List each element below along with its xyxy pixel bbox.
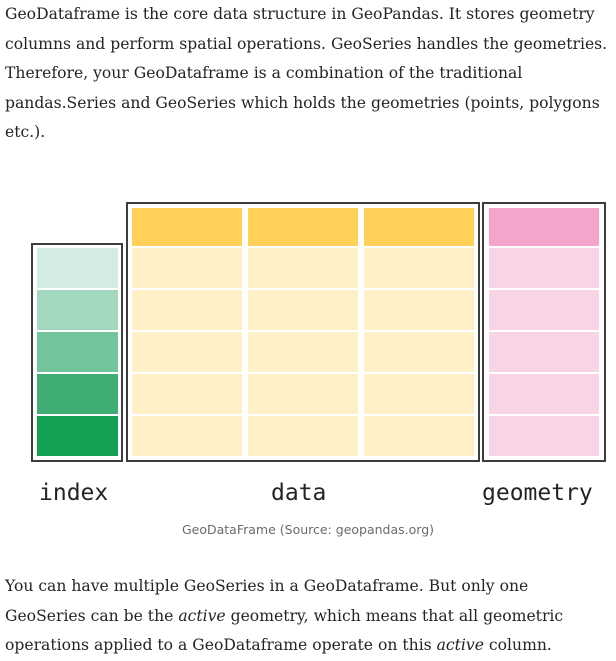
data-cell [132, 332, 242, 372]
data-header-cell [132, 208, 242, 246]
index-frame [31, 243, 123, 462]
outro-text-3: column. [483, 636, 552, 654]
data-cell [132, 290, 242, 330]
data-header-cell [248, 208, 358, 246]
outro-emphasis-1: active [178, 606, 226, 625]
data-cell [248, 290, 358, 330]
data-header-cell [364, 208, 474, 246]
data-cell [364, 416, 474, 456]
data-cells [132, 208, 474, 456]
outro-paragraph: You can have multiple GeoSeries in a Geo… [5, 572, 611, 661]
data-cell [248, 332, 358, 372]
index-cell [37, 374, 118, 414]
index-cell [37, 290, 118, 330]
data-cell [248, 248, 358, 288]
data-cell [132, 374, 242, 414]
data-frame [126, 202, 480, 462]
geometry-cells [489, 208, 599, 456]
data-cell [132, 248, 242, 288]
geometry-cell [489, 332, 599, 372]
index-cell [37, 416, 118, 456]
outro-text-1: You can have multiple GeoSeries in a Geo… [5, 577, 529, 625]
intro-paragraph: GeoDataframe is the core data structure … [5, 5, 608, 141]
data-cell [364, 248, 474, 288]
data-cell [364, 290, 474, 330]
geometry-cell [489, 374, 599, 414]
geometry-header-cell [489, 208, 599, 246]
outro-text-2: geometry, which means that all geometric… [5, 606, 564, 655]
index-label: index [39, 480, 109, 506]
data-cell [132, 416, 242, 456]
geometry-cell [489, 416, 599, 456]
index-cell [37, 248, 118, 288]
geodataframe-diagram [31, 202, 606, 462]
data-cell [248, 374, 358, 414]
data-cell [364, 332, 474, 372]
geometry-frame [482, 202, 606, 462]
data-cell [364, 374, 474, 414]
outro-emphasis-2: active [436, 636, 484, 654]
geometry-cell [489, 248, 599, 288]
index-cells [37, 248, 118, 456]
figure-caption: GeoDataFrame (Source: geopandas.org) [181, 522, 435, 537]
geometry-label: geometry [482, 480, 593, 506]
geometry-cell [489, 290, 599, 330]
data-cell [248, 416, 358, 456]
data-label: data [271, 480, 327, 506]
index-cell [37, 332, 118, 372]
